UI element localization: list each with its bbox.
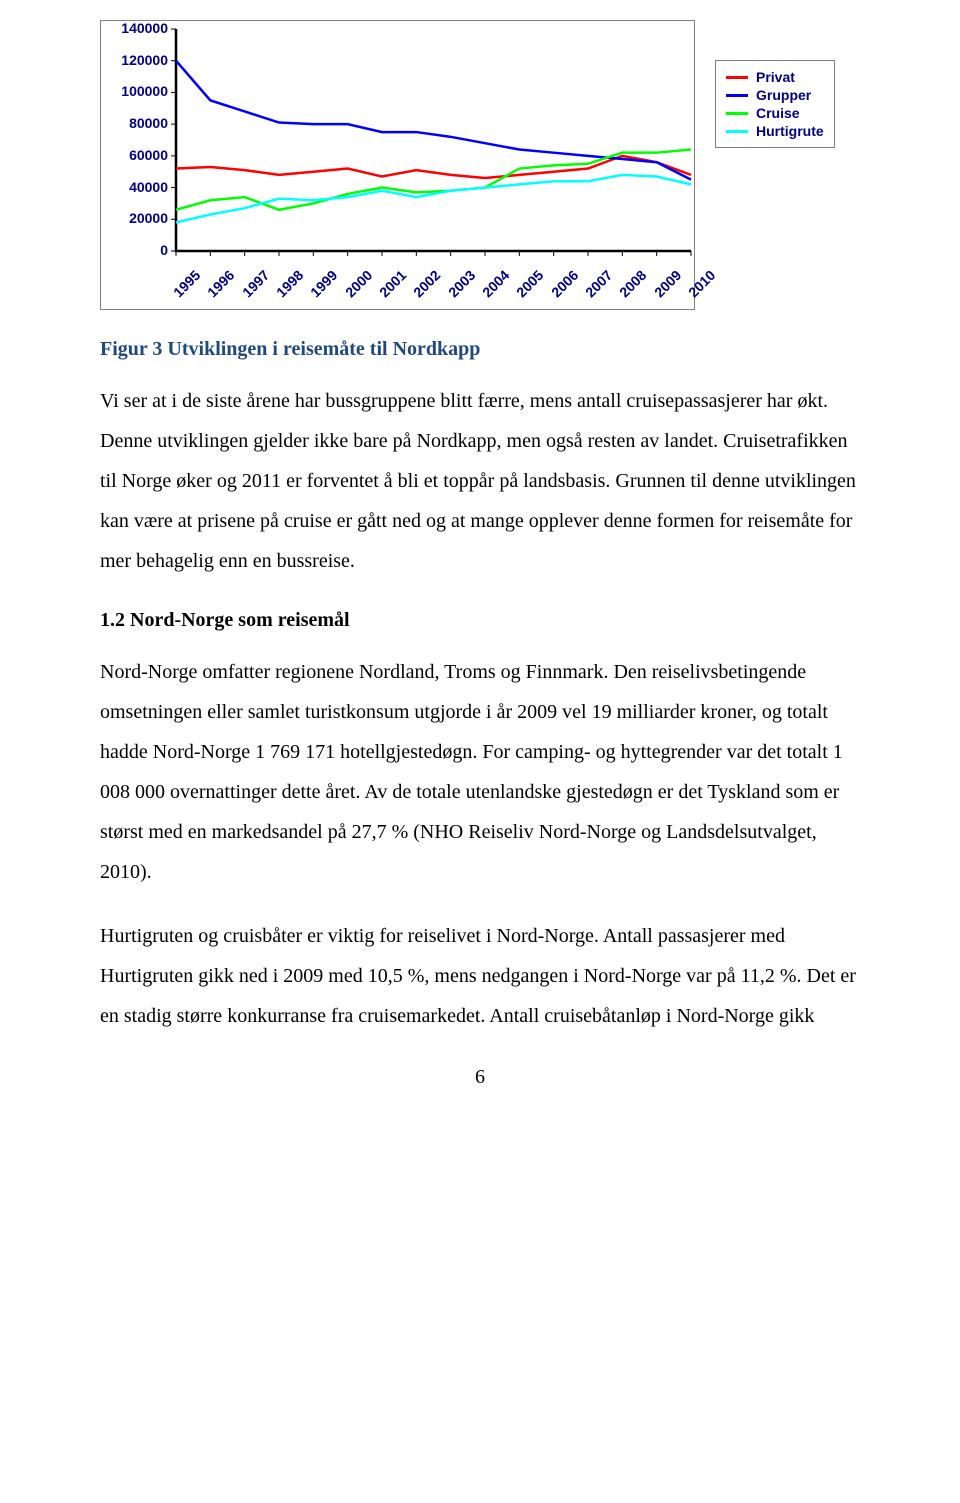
legend-label: Privat (756, 69, 795, 85)
y-tick-label: 40000 (108, 179, 168, 195)
y-tick-label: 0 (108, 242, 168, 258)
legend-swatch (726, 76, 748, 79)
legend-swatch (726, 130, 748, 133)
y-tick-label: 60000 (108, 147, 168, 163)
chart-legend: Privat Grupper Cruise Hurtigrute (715, 60, 835, 148)
chart-container: 0200004000060000800001000001200001400001… (100, 20, 860, 310)
legend-swatch (726, 112, 748, 115)
legend-item: Privat (726, 69, 824, 85)
paragraph-3: Hurtigruten og cruisbåter er viktig for … (100, 916, 860, 1036)
series-hurtigrute (176, 175, 691, 223)
paragraph-2: Nord-Norge omfatter regionene Nordland, … (100, 652, 860, 892)
figure-caption: Figur 3 Utviklingen i reisemåte til Nord… (100, 338, 860, 361)
y-tick-label: 20000 (108, 210, 168, 226)
legend-swatch (726, 94, 748, 97)
section-heading-1-2: 1.2 Nord-Norge som reisemål (100, 609, 860, 632)
legend-label: Cruise (756, 105, 800, 121)
legend-item: Grupper (726, 87, 824, 103)
legend-label: Hurtigrute (756, 123, 824, 139)
line-chart: 0200004000060000800001000001200001400001… (100, 20, 695, 310)
y-tick-label: 100000 (108, 83, 168, 99)
y-tick-label: 140000 (108, 20, 168, 36)
legend-label: Grupper (756, 87, 811, 103)
y-tick-label: 120000 (108, 52, 168, 68)
y-tick-label: 80000 (108, 115, 168, 131)
series-grupper (176, 61, 691, 180)
legend-item: Cruise (726, 105, 824, 121)
legend-item: Hurtigrute (726, 123, 824, 139)
paragraph-1: Vi ser at i de siste årene har bussgrupp… (100, 381, 860, 581)
page-number: 6 (100, 1066, 860, 1089)
